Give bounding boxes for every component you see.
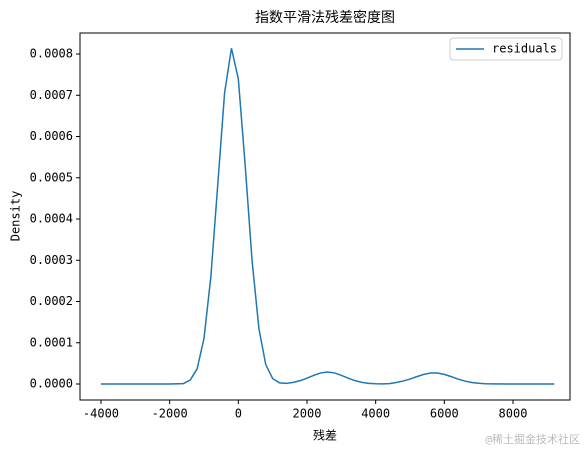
y-tick-label: 0.0000 — [30, 376, 73, 390]
legend-box — [449, 37, 563, 61]
y-tick-label: 0.0001 — [30, 335, 73, 349]
y-tick-label: 0.0005 — [30, 170, 73, 184]
y-tick-label: 0.0002 — [30, 294, 73, 308]
legend-label: residuals — [492, 42, 557, 56]
watermark: @稀土掘金技术社区 — [485, 432, 580, 446]
x-tick-label: 2000 — [293, 407, 322, 421]
x-tick-label: -2000 — [152, 407, 188, 421]
y-tick-label: 0.0004 — [30, 212, 73, 226]
y-tick-label: 0.0006 — [30, 129, 73, 143]
x-tick-label: 4000 — [361, 407, 390, 421]
x-tick-label: 0 — [235, 407, 242, 421]
chart-title: 指数平滑法残差密度图 — [255, 9, 395, 26]
x-tick-label: 6000 — [430, 407, 459, 421]
x-tick-label: -4000 — [83, 407, 119, 421]
x-axis-label: 残差 — [313, 429, 337, 443]
data-line — [100, 48, 555, 385]
y-axis-label: Density — [9, 191, 23, 242]
x-tick-label: 8000 — [499, 407, 528, 421]
plot-frame — [79, 32, 571, 401]
y-tick-label: 0.0008 — [30, 47, 73, 61]
y-tick-label: 0.0003 — [30, 253, 73, 267]
y-tick-label: 0.0007 — [30, 88, 73, 102]
